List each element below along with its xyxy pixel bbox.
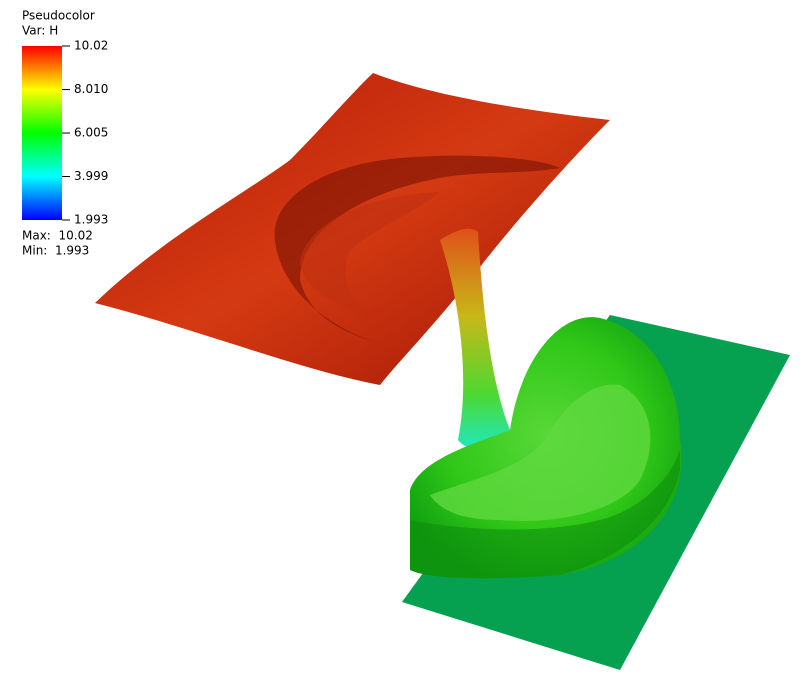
color-bar: [22, 46, 62, 220]
legend-title: Pseudocolor: [22, 9, 95, 23]
tick-label: 6.005: [74, 126, 108, 140]
legend-variable: Var: H: [22, 24, 58, 38]
tick-label: 3.999: [74, 169, 108, 183]
legend-max: Max: 10.02: [22, 229, 93, 243]
surface: [95, 73, 790, 670]
mound-top: [430, 384, 651, 521]
vortex-inner: [300, 192, 440, 320]
tick-label: 1.993: [74, 213, 108, 227]
legend-min: Min: 1.993: [22, 244, 89, 258]
funnel: [440, 228, 510, 449]
tick-label: 8.010: [74, 82, 108, 96]
tick-label: 10.02: [74, 39, 108, 53]
legend: Pseudocolor Var: H Max: 10.02 Min: 1.993…: [22, 9, 108, 258]
mound-wall: [410, 450, 680, 579]
vortex-rim: [274, 155, 560, 345]
